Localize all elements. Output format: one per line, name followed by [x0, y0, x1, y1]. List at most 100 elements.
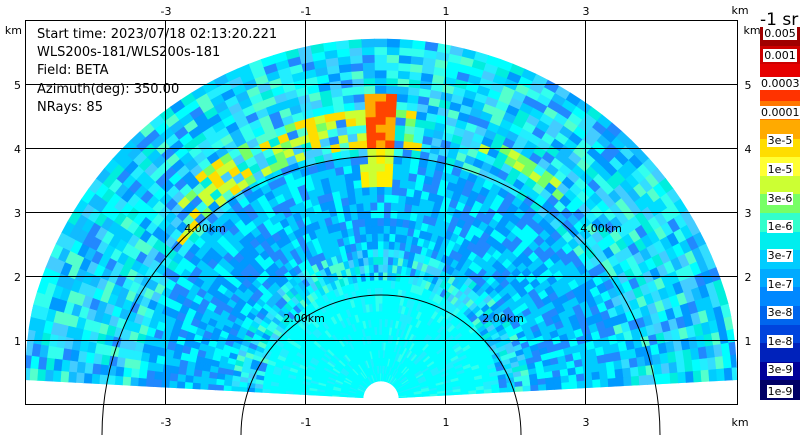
radar-cell: [344, 172, 354, 183]
radar-cell: [398, 187, 408, 197]
radar-cell: [468, 390, 477, 395]
radar-cell: [385, 131, 396, 141]
radar-cell: [400, 163, 411, 174]
radar-cell: [153, 378, 163, 388]
radar-cell: [346, 125, 358, 135]
radar-cell: [377, 248, 385, 257]
radar-cell: [153, 370, 163, 380]
radar-cell: [378, 287, 384, 296]
radar-cell: [392, 163, 403, 173]
radar-cell: [352, 85, 365, 95]
radar-cell: [409, 164, 420, 175]
colorbar-tick-label: 3e-7: [766, 248, 794, 262]
radar-cell: [137, 377, 147, 388]
radar-cell: [378, 279, 384, 288]
radar-cell: [406, 102, 419, 112]
radar-cell: [91, 373, 101, 385]
radar-cell: [460, 390, 470, 396]
radar-cell: [575, 373, 586, 383]
radar-cell: [371, 232, 379, 242]
radar-cell: [385, 93, 398, 102]
radar-cell: [668, 361, 679, 374]
radar-cell: [599, 370, 609, 380]
radar-cell: [397, 70, 411, 80]
radar-cell: [389, 225, 397, 235]
radar-cell: [352, 171, 362, 181]
radar-cell: [723, 367, 734, 382]
x-unit-bottom: km: [731, 416, 748, 429]
radar-cell: [350, 62, 364, 72]
radar-cell: [349, 148, 360, 158]
radar-cell: [383, 217, 392, 227]
radar-cell: [576, 380, 586, 390]
radar-cell: [374, 69, 388, 79]
radar-cell: [584, 379, 594, 389]
radar-cell: [83, 372, 93, 385]
radar-cell: [591, 371, 601, 381]
radar-cell: [560, 375, 570, 384]
radar-cell: [393, 147, 404, 157]
radar-cell: [184, 381, 194, 390]
radar-cell: [342, 94, 355, 104]
colorbar-tick-label: 0.0003: [760, 77, 800, 91]
y-tick-left: 1: [14, 335, 21, 348]
radar-cell: [358, 147, 369, 157]
radar-cell: [28, 367, 39, 382]
radar-cell: [382, 279, 388, 289]
radar-cell: [362, 54, 376, 64]
radar-cell: [691, 358, 702, 372]
radar-cell: [215, 384, 225, 392]
radar-cell: [347, 195, 357, 206]
radar-cell: [605, 361, 616, 372]
radar-cell: [376, 194, 386, 203]
radar-cell: [397, 85, 410, 95]
radar-cell: [392, 178, 401, 188]
radar-cell: [376, 318, 381, 328]
radar-cell: [364, 93, 377, 102]
x-tick-bottom: -1: [301, 416, 312, 429]
radar-cell: [367, 256, 375, 266]
radar-cell: [385, 139, 396, 149]
radar-cell: [404, 125, 416, 135]
radar-cell: [169, 372, 179, 382]
radar-cell: [398, 62, 412, 72]
radar-cell: [491, 388, 501, 394]
radar-cell: [366, 131, 377, 141]
radar-cell: [385, 108, 397, 118]
radar-cell: [373, 256, 379, 265]
y-unit-right: km: [743, 24, 760, 37]
radar-cell: [374, 38, 388, 48]
field-text: Field: BETA: [37, 63, 109, 79]
radar-cell: [660, 362, 671, 375]
radar-cell: [374, 279, 380, 289]
radar-cell: [716, 368, 726, 382]
radar-cell: [342, 164, 353, 175]
radar-cell: [365, 116, 377, 126]
radar-cell: [360, 171, 370, 181]
radar-cell: [388, 240, 396, 250]
colorbar-swatch: [760, 231, 800, 251]
radar-cell: [390, 209, 399, 219]
radar-cell: [145, 369, 156, 380]
y-tick-right: 5: [745, 79, 752, 92]
colorbar-tick-label: 1e-9: [766, 385, 794, 398]
radar-cell: [424, 41, 439, 52]
radar-cell: [397, 202, 406, 212]
radar-cell: [386, 46, 401, 56]
radar-cell: [522, 385, 532, 392]
y-unit-left: km: [5, 24, 22, 37]
radar-cell: [613, 359, 623, 371]
radar-cell: [192, 375, 202, 384]
radar-cell: [356, 124, 368, 134]
radar-cell: [376, 186, 386, 195]
radar-cell: [476, 389, 485, 395]
radar-cell: [375, 100, 387, 110]
y-tick-left: 4: [14, 143, 21, 156]
radar-cell: [368, 163, 378, 172]
radar-cell: [382, 264, 389, 273]
radar-cell: [378, 256, 384, 265]
radar-cell: [437, 392, 446, 397]
radar-cell: [358, 218, 366, 228]
radar-cell: [368, 264, 375, 274]
colorbar-tick-label: 3e-5: [766, 134, 794, 148]
